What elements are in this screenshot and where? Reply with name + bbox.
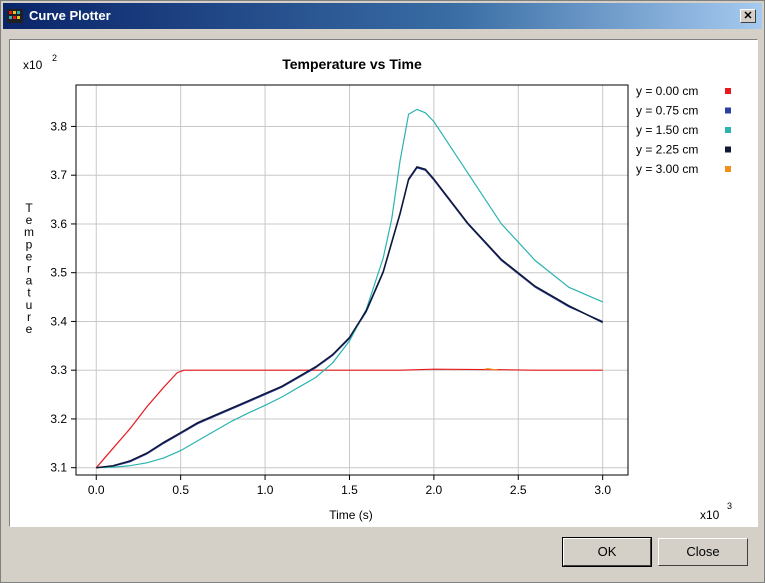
x-exponent: 3 bbox=[727, 501, 732, 511]
x-tick-label: 0.0 bbox=[88, 483, 105, 497]
y-tick-label: 3.4 bbox=[50, 314, 67, 328]
legend-label: y = 1.50 cm bbox=[636, 123, 698, 137]
x-multiplier: x10 bbox=[700, 508, 720, 522]
y-tick-label: 3.6 bbox=[50, 217, 67, 231]
x-axis-label: Time (s) bbox=[329, 508, 373, 522]
y-exponent: 2 bbox=[52, 53, 57, 63]
close-icon: ✕ bbox=[743, 10, 753, 22]
series-line-2 bbox=[96, 108, 603, 469]
x-tick-label: 2.5 bbox=[510, 483, 527, 497]
legend-swatch bbox=[725, 166, 731, 172]
legend-label: y = 0.75 cm bbox=[636, 104, 698, 118]
y-axis-label-char: T bbox=[25, 201, 33, 215]
legend-label: y = 3.00 cm bbox=[636, 162, 698, 176]
axis-ticks: 0.0 0.5 1.0 1.5 2.0 2.5 3.0 3.1 3.2 3.3 3.4 3.5 3.6 3… bbox=[50, 119, 611, 497]
legend: y = 0.00 cm y = 0.75 cm y = 1.50 cm y = 2.2… bbox=[636, 84, 731, 176]
legend-swatch bbox=[725, 88, 731, 94]
y-axis-label-char: m bbox=[24, 225, 34, 239]
y-tick-label: 3.5 bbox=[50, 266, 67, 280]
y-tick-label: 3.8 bbox=[50, 119, 67, 133]
window-title: Curve Plotter bbox=[29, 8, 111, 23]
y-axis-label-char: u bbox=[26, 298, 33, 312]
grid-lines bbox=[76, 85, 628, 475]
y-axis-label-char: e bbox=[26, 249, 33, 263]
y-tick-label: 3.2 bbox=[50, 412, 67, 426]
y-tick-label: 3.3 bbox=[50, 363, 67, 377]
x-tick-label: 1.5 bbox=[341, 483, 358, 497]
title-bar[interactable]: Curve Plotter ✕ bbox=[3, 3, 762, 29]
plot-area-frame bbox=[75, 84, 629, 476]
series-line-4 bbox=[484, 368, 499, 371]
y-tick-label: 3.7 bbox=[50, 168, 67, 182]
plot-app-icon bbox=[7, 9, 23, 23]
y-axis-label-char: p bbox=[26, 237, 33, 251]
x-tick-label: 0.5 bbox=[172, 483, 189, 497]
legend-swatch bbox=[725, 127, 731, 133]
ok-button[interactable]: OK bbox=[562, 537, 652, 567]
chart-title: Temperature vs Time bbox=[282, 56, 422, 72]
x-tick-label: 1.0 bbox=[257, 483, 274, 497]
y-axis-label-char: r bbox=[27, 262, 31, 276]
legend-swatch bbox=[725, 146, 731, 153]
temperature-chart: 0.0 0.5 1.0 1.5 2.0 2.5 3.0 3.1 3.2 3.3 3.4 3.5 3.6 3… bbox=[23, 53, 732, 522]
y-tick-label: 3.1 bbox=[50, 461, 67, 475]
legend-label: y = 0.00 cm bbox=[636, 84, 698, 98]
x-tick-label: 3.0 bbox=[594, 483, 611, 497]
y-axis-label-char: t bbox=[27, 286, 31, 300]
legend-label: y = 2.25 cm bbox=[636, 143, 698, 157]
plot-panel: 0.0 0.5 1.0 1.5 2.0 2.5 3.0 3.1 3.2 3.3 3.4 3.5 3.6 3… bbox=[9, 39, 758, 527]
series-line-0 bbox=[95, 368, 603, 469]
series-layer bbox=[95, 108, 604, 469]
y-axis-label-char: a bbox=[26, 274, 33, 288]
legend-swatch bbox=[725, 107, 731, 114]
window-close-button[interactable]: ✕ bbox=[740, 9, 756, 23]
y-axis-label-char: e bbox=[26, 213, 33, 227]
y-axis-label-char: e bbox=[26, 322, 33, 336]
y-axis-label-char: r bbox=[27, 310, 31, 324]
y-axis-label: Temperature bbox=[24, 201, 34, 336]
y-multiplier: x10 bbox=[23, 58, 43, 72]
series-line-3 bbox=[96, 166, 604, 469]
close-button[interactable]: Close bbox=[658, 538, 748, 566]
x-tick-label: 2.0 bbox=[426, 483, 443, 497]
